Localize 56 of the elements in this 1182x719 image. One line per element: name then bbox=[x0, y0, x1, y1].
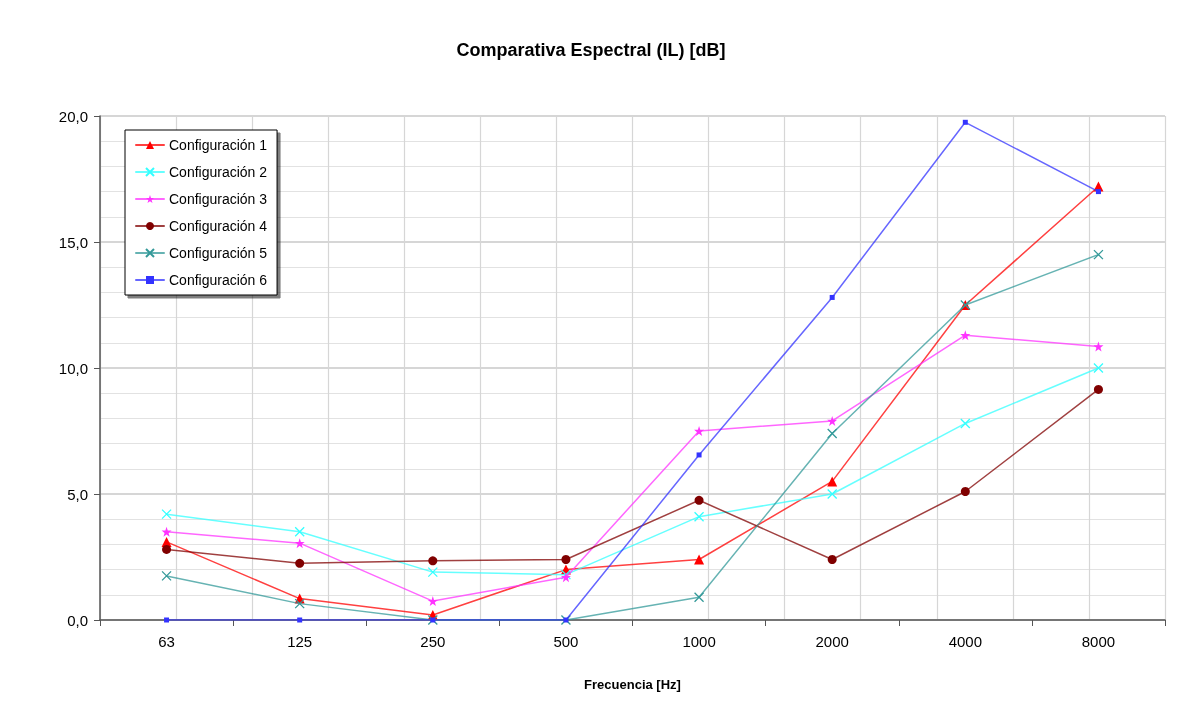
point bbox=[960, 330, 971, 341]
point bbox=[693, 592, 705, 603]
point bbox=[827, 555, 837, 565]
point bbox=[694, 426, 705, 436]
y-tick-label: 0,0 bbox=[67, 611, 88, 629]
point bbox=[295, 558, 305, 568]
point bbox=[960, 418, 971, 429]
point bbox=[161, 509, 172, 520]
point bbox=[294, 526, 305, 537]
legend-label: Configuración 6 bbox=[169, 272, 268, 288]
x-axis-title: Frecuencia [Hz] bbox=[584, 677, 681, 692]
y-tick-label: 20,0 bbox=[58, 107, 88, 125]
point bbox=[693, 511, 705, 522]
point bbox=[696, 452, 702, 458]
x-tick-label: 63 bbox=[158, 633, 175, 650]
legend-label: Configuración 3 bbox=[169, 191, 268, 207]
point bbox=[827, 488, 838, 500]
chart-title: Comparativa Espectral (IL) [dB] bbox=[456, 40, 726, 60]
point bbox=[162, 544, 172, 554]
legend-label: Configuración 4 bbox=[169, 218, 268, 234]
point bbox=[161, 526, 172, 537]
point bbox=[962, 119, 968, 125]
point bbox=[1095, 189, 1101, 195]
legend-label: Configuración 1 bbox=[169, 137, 268, 153]
point bbox=[694, 554, 705, 565]
point bbox=[827, 428, 838, 439]
point bbox=[827, 476, 838, 487]
y-tick-label: 5,0 bbox=[67, 485, 88, 503]
point bbox=[561, 555, 571, 565]
point bbox=[427, 566, 438, 578]
point bbox=[960, 486, 970, 496]
x-tick-label: 1000 bbox=[682, 633, 716, 650]
point bbox=[1093, 384, 1103, 394]
point bbox=[694, 495, 704, 505]
point bbox=[1093, 341, 1104, 352]
x-tick-label: 8000 bbox=[1081, 633, 1116, 650]
y-tick-label: 10,0 bbox=[58, 359, 88, 377]
point bbox=[1093, 362, 1104, 374]
point bbox=[294, 598, 305, 609]
x-tick-label: 125 bbox=[287, 633, 313, 650]
point bbox=[829, 294, 835, 300]
point bbox=[427, 596, 438, 607]
point bbox=[161, 570, 172, 582]
point bbox=[1093, 249, 1104, 260]
x-tick-label: 4000 bbox=[948, 633, 982, 650]
point bbox=[428, 556, 438, 566]
y-tick-label: 15,0 bbox=[58, 233, 88, 251]
point bbox=[294, 538, 305, 549]
legend-label: Configuración 2 bbox=[169, 164, 268, 180]
x-tick-label: 2000 bbox=[815, 633, 849, 650]
x-tick-label: 250 bbox=[420, 633, 446, 650]
x-tick-label: 500 bbox=[553, 633, 579, 650]
point bbox=[827, 415, 838, 426]
legend-label: Configuración 5 bbox=[169, 245, 268, 261]
point bbox=[297, 617, 303, 623]
point bbox=[164, 617, 170, 623]
